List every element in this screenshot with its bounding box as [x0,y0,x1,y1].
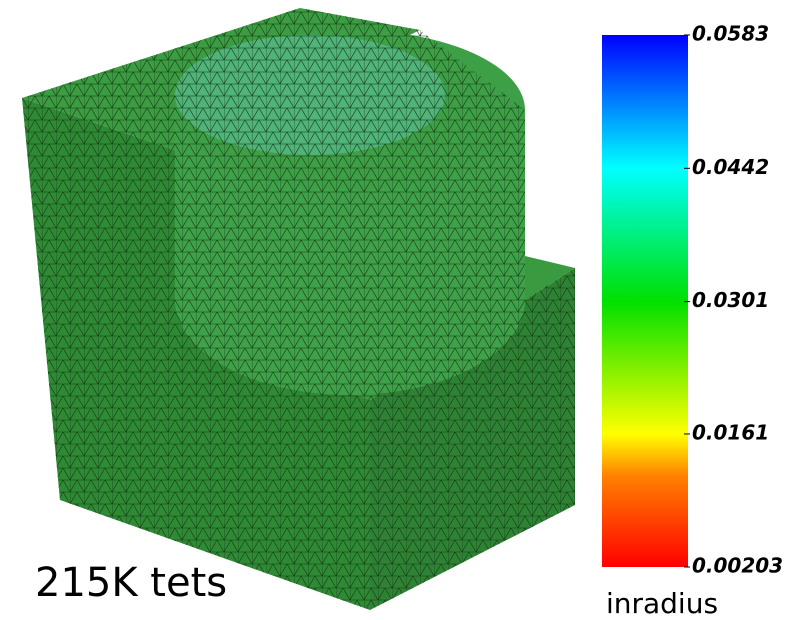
mesh-model [22,8,575,610]
caption: 215K tets [35,560,227,606]
mesh-lines [22,8,575,610]
tick-label: 0.00203 [692,554,783,578]
tick-label: 0.0442 [692,155,769,179]
colorbar-label: inradius [606,587,718,620]
tick-label: 0.0161 [692,420,769,444]
page: 215K tets inradius 0.0583 0.0442 0.0301 0.0… [0,0,811,620]
tick-label: 0.0583 [692,22,769,46]
colorbar [602,35,688,567]
visualization: 215K tets inradius 0.0583 0.0442 0.0301 0.0… [0,0,811,620]
tick-label: 0.0301 [692,288,769,312]
